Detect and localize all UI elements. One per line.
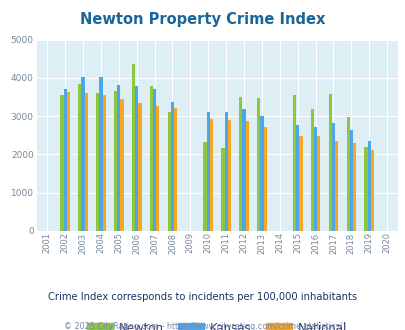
Text: © 2025 CityRating.com - https://www.cityrating.com/crime-statistics/: © 2025 CityRating.com - https://www.city… — [64, 322, 341, 330]
Bar — [224, 112, 227, 231]
Bar — [331, 123, 334, 231]
Bar — [138, 103, 141, 231]
Bar — [310, 109, 313, 231]
Bar — [298, 136, 302, 231]
Bar — [132, 64, 135, 231]
Bar — [174, 108, 177, 231]
Bar — [245, 121, 248, 231]
Bar — [209, 119, 213, 231]
Bar — [242, 109, 245, 231]
Bar — [316, 136, 320, 231]
Bar — [114, 91, 117, 231]
Bar — [364, 147, 367, 231]
Bar — [81, 78, 85, 231]
Bar — [156, 106, 159, 231]
Bar — [206, 112, 209, 231]
Bar — [60, 95, 64, 231]
Bar — [370, 150, 373, 231]
Legend: Newton, Kansas, National: Newton, Kansas, National — [82, 317, 351, 330]
Bar — [346, 116, 349, 231]
Text: Newton Property Crime Index: Newton Property Crime Index — [80, 12, 325, 26]
Bar — [227, 119, 230, 231]
Bar — [256, 98, 260, 231]
Bar — [334, 141, 337, 231]
Bar — [292, 95, 295, 231]
Bar — [78, 83, 81, 231]
Bar — [263, 127, 266, 231]
Bar — [167, 112, 171, 231]
Bar — [85, 93, 87, 231]
Bar — [96, 93, 99, 231]
Bar — [102, 95, 106, 231]
Bar — [367, 142, 370, 231]
Bar — [99, 78, 102, 231]
Bar — [352, 143, 355, 231]
Bar — [64, 89, 66, 231]
Bar — [313, 127, 316, 231]
Bar — [149, 85, 153, 231]
Bar — [171, 102, 174, 231]
Bar — [120, 99, 124, 231]
Bar — [349, 130, 352, 231]
Bar — [66, 92, 70, 231]
Bar — [135, 86, 138, 231]
Bar — [328, 94, 331, 231]
Bar — [239, 97, 242, 231]
Bar — [203, 142, 206, 231]
Bar — [117, 85, 120, 231]
Bar — [295, 125, 298, 231]
Bar — [221, 148, 224, 231]
Text: Crime Index corresponds to incidents per 100,000 inhabitants: Crime Index corresponds to incidents per… — [48, 292, 357, 302]
Bar — [260, 116, 263, 231]
Bar — [153, 89, 156, 231]
